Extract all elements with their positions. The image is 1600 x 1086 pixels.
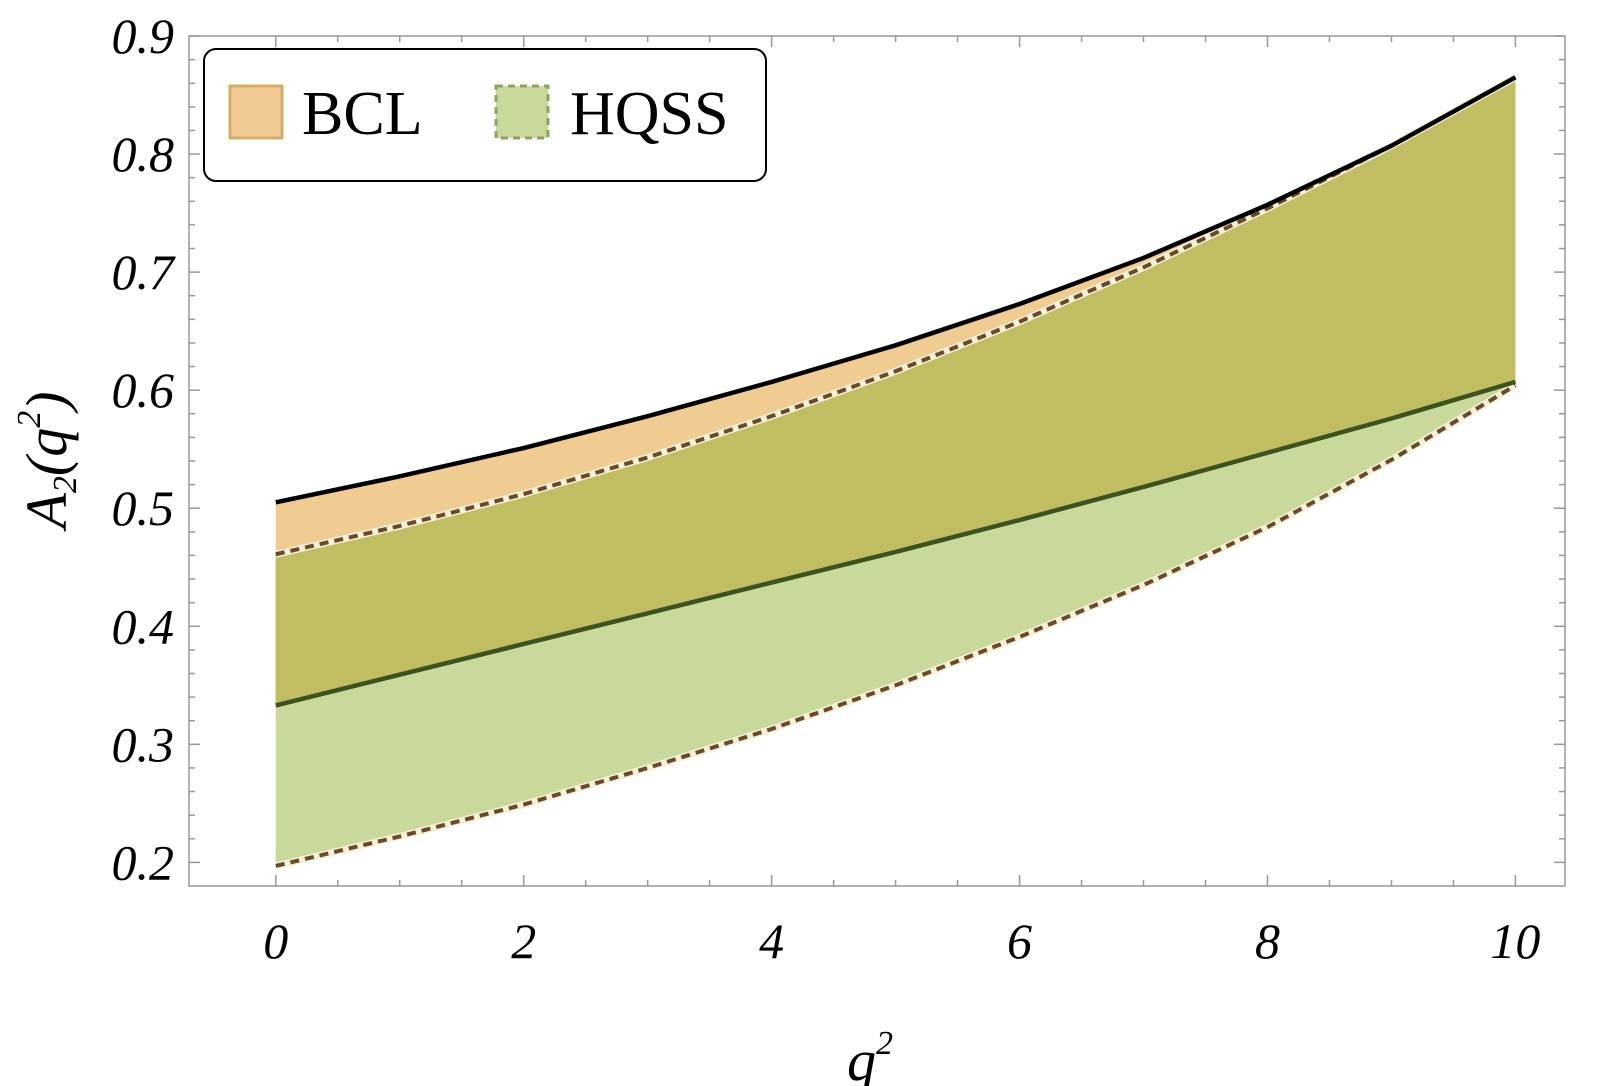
x-tick-label: 10 — [1490, 913, 1540, 969]
legend-label-bcl: BCL — [302, 80, 423, 148]
x-tick-label: 6 — [1007, 913, 1032, 969]
x-tick-label: 8 — [1255, 913, 1280, 969]
y-tick-label: 0.4 — [112, 598, 175, 654]
bcl-upper-line — [275, 75, 1517, 505]
y-axis-label-base: A — [14, 493, 79, 533]
x-axis-label-base: q — [847, 1028, 876, 1086]
y-tick-label: 0.6 — [112, 362, 175, 418]
legend-label-hqss: HQSS — [570, 80, 729, 148]
x-axis-label: q2 — [847, 1025, 893, 1086]
axis-ticks: 0 2 4 6 8 10 0.2 0.3 0.4 0.5 0.6 0.7 0.8 0.9 — [112, 8, 1565, 969]
x-tick-label: 0 — [263, 913, 288, 969]
x-tick-label: 2 — [511, 913, 536, 969]
y-axis-label-sub: 2 — [47, 476, 84, 493]
y-axis-label-close: ) — [14, 391, 79, 413]
y-axis-label: A2(q2) — [11, 391, 84, 532]
hqss-lower-line — [275, 383, 1517, 868]
x-axis-label-sup: 2 — [876, 1025, 893, 1062]
y-axis-label-open: (q — [14, 428, 79, 476]
y-tick-label: 0.7 — [112, 244, 177, 300]
bcl-lower-line — [275, 379, 1517, 708]
y-tick-label: 0.8 — [112, 126, 175, 182]
legend-swatch-hqss — [494, 84, 550, 140]
y-tick-label: 0.9 — [112, 8, 175, 64]
legend-box — [203, 48, 767, 182]
y-tick-label: 0.5 — [112, 480, 175, 536]
plot-area — [274, 74, 1518, 870]
y-axis-label-sup: 2 — [11, 411, 48, 428]
band-overlap — [275, 77, 1516, 706]
legend-swatch-bcl — [228, 84, 284, 140]
y-tick-label: 0.2 — [112, 834, 175, 890]
y-tick-label: 0.3 — [112, 716, 175, 772]
x-tick-label: 4 — [759, 913, 784, 969]
legend: BCL HQSS — [203, 48, 767, 182]
